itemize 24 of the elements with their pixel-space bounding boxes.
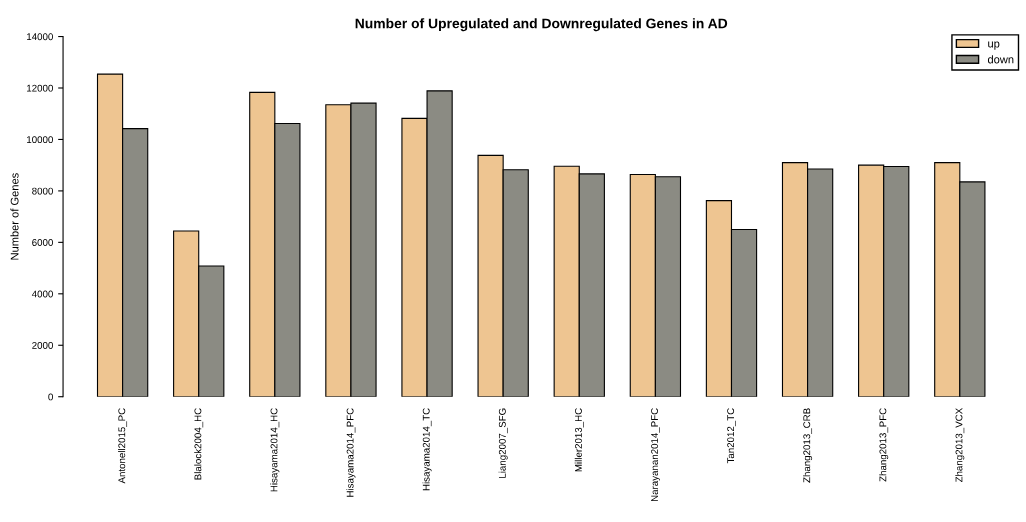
legend-label: up bbox=[988, 41, 1000, 50]
y-tick-label: 2000 bbox=[32, 342, 53, 349]
y-axis-title: Number of Genes bbox=[10, 173, 19, 260]
x-tick-label: Hisayama2014_PFC bbox=[346, 408, 356, 497]
x-tick-label: Liang2007_SFG bbox=[498, 408, 508, 478]
chart-title: Number of Upregulated and Downregulated Genes in AD bbox=[355, 18, 728, 32]
x-tick-label: Narayanan2014_PFC bbox=[651, 408, 660, 502]
x-tick-label: Hisayama2014_TC bbox=[422, 408, 432, 491]
x-tick-label: Miller2013_HC bbox=[574, 408, 584, 472]
y-tick-label: 4000 bbox=[31, 290, 53, 298]
y-tick-label: 8000 bbox=[32, 187, 53, 195]
x-tick-label: Zhang2013_PFC bbox=[879, 408, 889, 482]
legend-label: down bbox=[987, 55, 1014, 64]
x-tick-label: Tan2012_TC bbox=[727, 408, 736, 464]
x-tick-label: Hisayama2014_HC bbox=[270, 408, 280, 492]
x-tick-label: Zhang2013_VCX bbox=[955, 408, 965, 483]
x-tick-label: Antonell2015_PC bbox=[118, 408, 128, 484]
y-tick-label: 14000 bbox=[27, 33, 53, 41]
y-tick-label: 10000 bbox=[27, 136, 53, 144]
x-tick-label: Blalock2004_HC bbox=[194, 408, 204, 480]
y-tick-label: 12000 bbox=[27, 84, 53, 92]
y-tick-label: 0 bbox=[48, 393, 53, 401]
x-tick-label: Zhang2013_CRB bbox=[803, 408, 813, 483]
y-tick-label: 6000 bbox=[32, 239, 53, 246]
